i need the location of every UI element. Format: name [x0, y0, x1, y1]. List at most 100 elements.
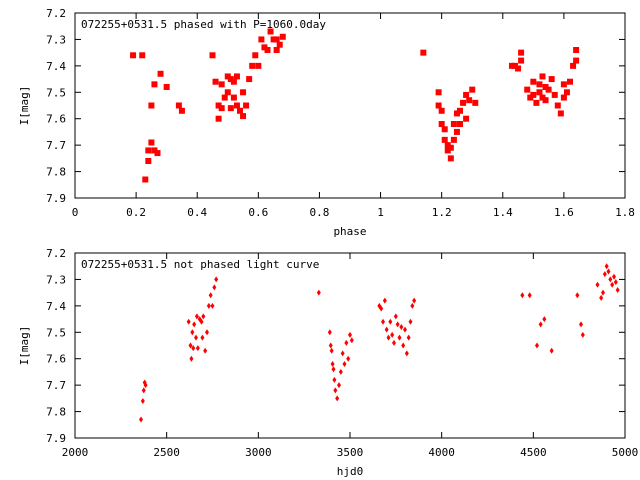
data-point	[230, 78, 237, 85]
data-point	[233, 73, 240, 80]
data-point	[551, 91, 558, 98]
data-point	[240, 89, 247, 96]
data-point	[539, 94, 546, 101]
x-tick-labels: 2000 2500 3000 3500 4000 4500 5000	[62, 446, 639, 459]
data-point	[200, 334, 205, 341]
data-point	[560, 81, 567, 88]
data-point	[472, 99, 479, 106]
data-point	[463, 115, 470, 122]
x-tick-label: 0	[72, 206, 79, 219]
x-tick-label: 4500	[520, 446, 547, 459]
data-point	[215, 115, 222, 122]
data-point	[340, 350, 345, 357]
data-point	[536, 81, 543, 88]
data-point	[447, 144, 454, 151]
data-point	[142, 176, 149, 183]
data-point	[190, 329, 195, 336]
data-point	[548, 76, 555, 83]
data-point	[270, 36, 277, 43]
data-point	[191, 345, 196, 352]
data-point	[249, 62, 256, 69]
data-point	[580, 331, 585, 338]
data-point	[175, 102, 182, 109]
data-point	[332, 376, 337, 383]
data-point	[141, 387, 146, 394]
data-point	[536, 89, 543, 96]
data-point	[342, 361, 347, 367]
data-point	[163, 84, 170, 90]
data-point	[273, 36, 280, 43]
x-tick-label: 2000	[62, 446, 89, 459]
data-point	[527, 94, 534, 101]
data-point	[563, 89, 570, 96]
data-point	[406, 334, 411, 341]
data-point	[192, 321, 197, 328]
data-point	[512, 62, 518, 69]
data-point	[333, 387, 338, 394]
data-point	[205, 329, 209, 336]
data-point	[595, 281, 600, 288]
data-point	[194, 334, 198, 341]
data-point	[570, 62, 577, 69]
data-point	[438, 107, 445, 114]
data-point	[338, 368, 343, 375]
y-tick-label: 7.4	[46, 60, 66, 73]
data-point	[227, 76, 234, 83]
y-axis-title: I[mag]	[18, 86, 31, 126]
data-point	[466, 97, 473, 104]
data-point	[573, 47, 580, 53]
data-point	[194, 313, 199, 320]
data-point	[151, 147, 158, 154]
data-point	[327, 329, 332, 336]
data-point	[329, 347, 334, 354]
data-point	[145, 147, 152, 154]
data-point	[258, 36, 265, 43]
data-point	[520, 292, 525, 299]
data-point	[395, 321, 400, 328]
data-point	[554, 102, 561, 109]
data-point	[157, 70, 164, 77]
data-point	[240, 113, 247, 120]
data-point	[450, 121, 457, 127]
y-tick-label: 7.2	[46, 7, 66, 20]
data-point	[381, 318, 385, 325]
y-tick-label: 7.6	[46, 353, 66, 366]
data-point	[441, 136, 448, 143]
y-tick-label: 7.7	[46, 379, 66, 392]
x-axis-title: phase	[333, 225, 366, 238]
data-point	[533, 99, 540, 106]
data-point	[388, 318, 393, 325]
data-point	[328, 342, 333, 349]
data-point	[518, 57, 525, 64]
data-point	[379, 305, 384, 312]
x-tick-label: 0.8	[310, 206, 330, 219]
data-point	[139, 416, 143, 423]
data-point	[349, 337, 354, 344]
data-point	[209, 52, 216, 59]
data-point	[212, 78, 219, 85]
data-point	[401, 342, 406, 349]
x-tick-label: 3000	[245, 446, 272, 459]
data-point	[557, 110, 564, 117]
data-point	[264, 47, 271, 53]
data-point	[438, 121, 445, 127]
data-point	[450, 136, 457, 143]
data-point	[579, 321, 583, 328]
phased-light-curve-chart: 0 0.2 0.4 0.6 0.8 1 1.2 1.4 1.6 1.8 7.27.37.47.57…	[18, 7, 635, 238]
data-point	[408, 318, 413, 325]
data-point	[210, 302, 215, 309]
data-point	[199, 318, 204, 325]
data-point	[542, 84, 549, 90]
data-point	[599, 294, 604, 301]
data-point	[246, 76, 253, 83]
data-point	[130, 52, 137, 59]
y-tick-label: 7.5	[46, 326, 66, 339]
data-point	[538, 321, 543, 328]
data-point	[549, 347, 554, 354]
data-point	[542, 316, 547, 323]
plot-frame	[74, 12, 626, 199]
data-point	[237, 107, 243, 114]
data-point	[410, 302, 415, 309]
data-point	[218, 81, 225, 88]
